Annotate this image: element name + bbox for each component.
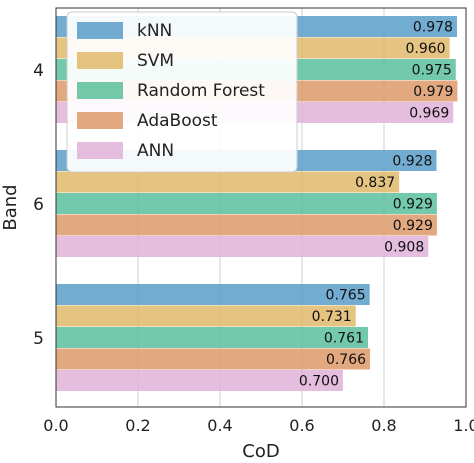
bar-labels: 0.978 0.960 0.975 0.979 0.969 0.928 0.837 0.929… — [299, 20, 453, 390]
bar-value-label: 0.979 — [413, 84, 453, 100]
bar-value-label: 0.731 — [312, 309, 352, 325]
legend-swatch — [77, 142, 123, 159]
bar-value-label: 0.837 — [355, 175, 395, 191]
legend-swatch — [77, 82, 123, 99]
bar — [56, 305, 356, 327]
x-axis-label: CoD — [242, 441, 279, 462]
legend-label: AdaBoost — [137, 111, 218, 131]
bar — [56, 214, 437, 236]
bar-value-label: 0.975 — [412, 63, 452, 79]
y-axis-label: Band — [0, 184, 21, 230]
bar — [56, 370, 343, 391]
x-tick-label: 0.6 — [289, 416, 314, 435]
bar-value-label: 0.700 — [299, 374, 339, 390]
x-tick-label: 0.8 — [371, 416, 396, 435]
bar-value-label: 0.928 — [392, 154, 432, 170]
legend-label: SVM — [137, 51, 174, 71]
bar — [56, 284, 370, 305]
legend-swatch — [77, 52, 123, 69]
bar-value-label: 0.765 — [326, 288, 366, 304]
y-tick-label: 4 — [33, 61, 44, 81]
plot-frame — [55, 7, 467, 408]
legend-swatch — [77, 22, 123, 39]
legend: kNN SVM Random Forest AdaBoost ANN — [66, 11, 298, 173]
bar-value-label: 0.929 — [393, 218, 433, 234]
x-tick-label: 0.4 — [207, 416, 232, 435]
x-tick-label: 0.2 — [125, 416, 150, 435]
bar — [56, 171, 400, 193]
bar — [56, 348, 371, 370]
y-tick-label: 5 — [33, 329, 44, 349]
bar — [56, 327, 369, 348]
bar-value-label: 0.766 — [326, 352, 366, 368]
bar — [56, 236, 429, 257]
bar — [56, 193, 437, 214]
bar-value-label: 0.960 — [406, 41, 446, 57]
x-ticks: 0.0 0.2 0.4 0.6 0.8 1.0 — [43, 416, 474, 435]
bar-value-label: 0.978 — [413, 20, 453, 36]
y-ticks: 4 6 5 — [33, 61, 44, 349]
bar-value-label: 0.761 — [324, 331, 364, 347]
y-tick-label: 6 — [33, 195, 44, 215]
legend-label: kNN — [137, 21, 172, 41]
legend-label: Random Forest — [137, 81, 265, 101]
x-tick-label: 0.0 — [43, 416, 68, 435]
bar-value-label: 0.908 — [384, 240, 424, 256]
legend-box — [66, 11, 298, 173]
legend-swatch — [77, 112, 123, 129]
bar-value-label: 0.929 — [393, 197, 433, 213]
bar-value-label: 0.969 — [409, 106, 449, 122]
x-tick-label: 1.0 — [453, 416, 474, 435]
legend-label: ANN — [137, 141, 174, 161]
